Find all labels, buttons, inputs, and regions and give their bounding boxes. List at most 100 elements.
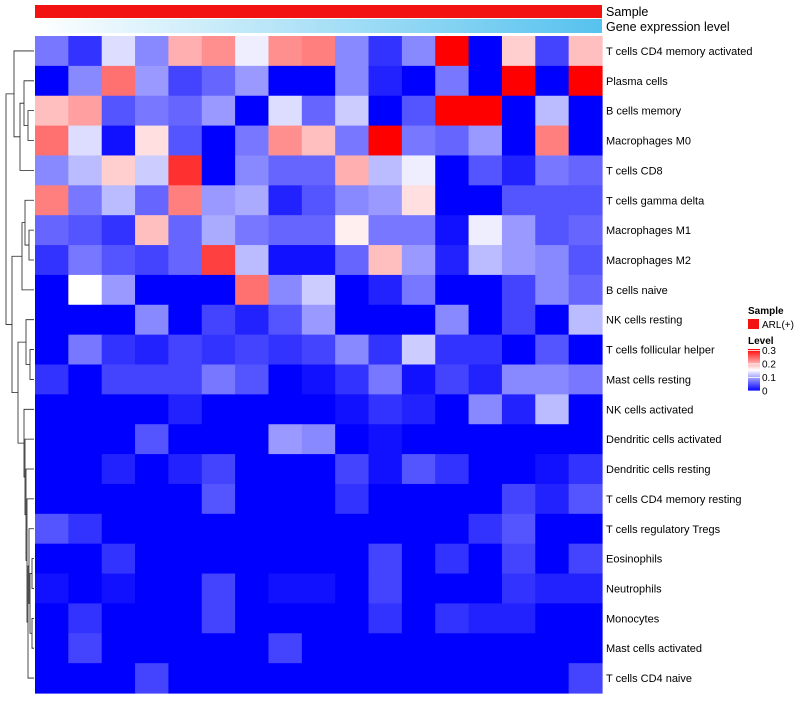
dendrogram-branch <box>5 93 14 325</box>
heatmap-cell <box>501 304 536 336</box>
heatmap-cell <box>101 513 136 545</box>
heatmap-cell <box>235 334 270 366</box>
legend-tick-label: 0 <box>762 387 768 398</box>
heatmap-cell <box>468 483 503 515</box>
heatmap-cell <box>535 36 570 67</box>
heatmap-cell <box>201 543 236 575</box>
heatmap-cell <box>135 424 170 455</box>
heatmap-cell <box>501 36 536 67</box>
heatmap-cell <box>401 274 436 306</box>
heatmap-cell <box>101 633 136 664</box>
heatmap-cell <box>535 125 570 157</box>
heatmap-cell <box>201 633 236 664</box>
heatmap-cell <box>135 65 170 97</box>
dendrogram-branch <box>28 229 34 261</box>
heatmap-cell <box>501 663 536 694</box>
heatmap-cell <box>135 185 170 216</box>
heatmap-cell <box>101 155 136 186</box>
heatmap-cell <box>568 454 603 485</box>
heatmap-cell <box>468 394 503 425</box>
heatmap-cell <box>68 394 103 425</box>
heatmap-cell <box>268 155 303 186</box>
heatmap-cell <box>135 334 170 366</box>
heatmap-cell <box>168 185 203 216</box>
heatmap-cell <box>135 304 170 336</box>
dendrogram-branch <box>31 617 34 649</box>
heatmap-cell <box>35 394 69 425</box>
row-dendrogram <box>5 50 34 679</box>
heatmap-cell <box>101 364 136 395</box>
heatmap-cell <box>468 603 503 634</box>
heatmap-cell <box>335 454 370 485</box>
heatmap-cell <box>501 543 536 575</box>
dendrogram-branch <box>29 349 34 380</box>
heatmap-cell <box>468 424 503 455</box>
heatmap-cell <box>568 603 603 634</box>
heatmap-cell <box>335 364 370 395</box>
heatmap-cell <box>235 543 270 575</box>
heatmap-cell <box>568 394 603 425</box>
heatmap-cell <box>468 155 503 186</box>
heatmap-cell <box>101 424 136 455</box>
heatmap-cell <box>435 394 470 425</box>
row-label: T cells CD4 memory resting <box>606 494 742 506</box>
heatmap-cell <box>568 215 603 246</box>
heatmap-cell <box>301 573 336 605</box>
heatmap-cell <box>35 573 69 605</box>
heatmap-cell <box>301 364 336 395</box>
heatmap-cell <box>335 483 370 515</box>
row-label: NK cells activated <box>606 404 693 416</box>
heatmap-cell <box>101 573 136 605</box>
heatmap-cell <box>301 543 336 575</box>
heatmap-cell <box>268 633 303 664</box>
legend-sample-entry: ARL(+) <box>762 320 794 331</box>
heatmap-cell <box>501 334 536 366</box>
heatmap-cell <box>301 483 336 515</box>
heatmap-cell <box>235 394 270 425</box>
heatmap-cell <box>535 573 570 605</box>
heatmap-cell <box>35 424 69 455</box>
heatmap-cell <box>201 663 236 694</box>
heatmap-cell <box>168 304 203 336</box>
heatmap-cell <box>135 125 170 157</box>
heatmap-cell <box>168 334 203 366</box>
heatmap-cell <box>368 95 403 127</box>
legend: Sample ARL(+) Level 0.3 0.2 0.1 0 <box>748 306 794 398</box>
heatmap-cell <box>401 185 436 216</box>
heatmap-cell <box>435 95 470 127</box>
heatmap-cell <box>201 245 236 276</box>
heatmap-cell <box>35 633 69 664</box>
heatmap-cell <box>501 125 536 157</box>
heatmap-cell <box>268 304 303 336</box>
heatmap-cell <box>468 513 503 545</box>
heatmap-cell <box>535 185 570 216</box>
heatmap-cell <box>468 245 503 276</box>
heatmap-cell <box>201 215 236 246</box>
row-label: B cells naive <box>606 285 668 297</box>
heatmap-cell <box>435 424 470 455</box>
row-label: T cells CD4 naive <box>606 673 692 685</box>
heatmap-cell <box>268 185 303 216</box>
heatmap-cell <box>301 513 336 545</box>
heatmap-cell <box>235 364 270 395</box>
heatmap-cell <box>368 155 403 186</box>
heatmap-cell <box>468 125 503 157</box>
heatmap-cell <box>68 483 103 515</box>
heatmap-cell <box>435 334 470 366</box>
heatmap-cell <box>568 245 603 276</box>
heatmap-cell <box>35 483 69 515</box>
heatmap-cell <box>401 245 436 276</box>
heatmap-cell <box>568 633 603 664</box>
heatmap-cell <box>368 513 403 545</box>
heatmap-cell <box>568 304 603 336</box>
heatmap-cell <box>68 125 103 157</box>
heatmap-cell <box>468 215 503 246</box>
heatmap-cells <box>35 36 603 694</box>
heatmap-cell <box>35 334 69 366</box>
row-label: Monocytes <box>606 613 660 625</box>
heatmap-cell <box>301 304 336 336</box>
row-label: Mast cells resting <box>606 374 691 386</box>
heatmap-cell <box>35 274 69 306</box>
heatmap-cell <box>201 394 236 425</box>
heatmap-cell <box>501 245 536 276</box>
